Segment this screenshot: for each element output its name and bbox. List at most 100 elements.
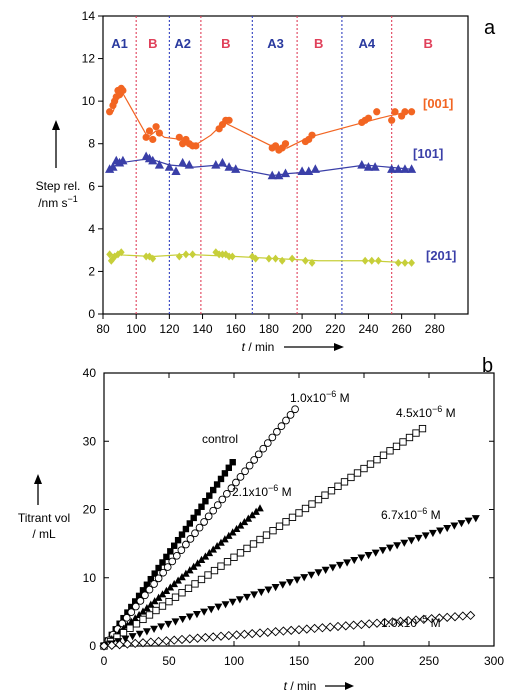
data-point-control [171,542,178,549]
data-point-6-7e-6 [393,542,402,550]
data-point-1-0e-5 [348,620,359,630]
data-point-4-5e-6 [132,620,141,628]
series-points-b [99,405,480,651]
data-point-1-0e-5 [247,628,257,639]
data-point-4-5e-6 [126,624,134,632]
data-point-4-5e-6 [308,500,316,508]
data-point-2-1e-6 [193,559,202,567]
data-point-6-7e-6 [350,556,359,565]
data-point-2-1e-6 [150,597,159,605]
data-point-101 [280,168,291,178]
data-point-201 [229,252,236,261]
data-point-4-5e-6 [171,593,180,601]
data-point-4-5e-6 [366,460,375,468]
data-point-1-0e-5 [403,615,413,626]
data-point-6-7e-6 [400,539,409,547]
data-point-201 [308,258,316,267]
data-point-6-7e-6 [157,623,166,631]
data-point-101 [224,162,234,171]
x-tick-label-a: 100 [126,322,146,336]
data-point-6-7e-6 [142,628,151,636]
data-point-6-7e-6 [307,571,316,579]
panel-label-a: a [484,17,496,39]
data-point-1-0e-6 [195,523,204,532]
data-point-4-5e-6 [321,491,329,499]
data-point-201 [222,250,230,259]
data-point-101 [184,160,194,169]
data-point-1-0e-5 [107,640,117,650]
data-point-4-5e-6 [262,531,271,539]
data-point-101 [164,162,174,171]
data-point-201 [149,254,157,263]
data-point-4-5e-6 [353,469,362,477]
data-point-1-0e-5 [99,641,109,651]
data-point-201 [401,258,409,267]
data-point-001 [149,135,157,144]
y-tick-label-a: 12 [82,52,96,66]
data-point-1-0e-6 [127,608,136,617]
data-point-001 [364,114,373,122]
segment-label: A3 [267,36,284,51]
data-point-201 [175,252,183,261]
data-point-001 [152,123,160,131]
y-axis-label-a: Step rel. /nm s−1 [36,120,80,210]
data-point-4-5e-6 [386,447,394,455]
data-point-201 [288,254,296,263]
x-tick-label-b: 300 [484,654,504,668]
data-point-control [229,459,236,466]
data-point-4-5e-6 [340,478,349,486]
data-point-1-0e-6 [186,535,195,543]
data-point-101 [393,164,403,173]
data-point-2-1e-6 [236,521,245,529]
segment-label: A2 [174,36,191,51]
data-point-001 [145,127,154,135]
data-point-2-1e-6 [225,531,233,539]
y-tick-label-a: 10 [82,94,96,108]
data-point-201 [117,248,125,257]
data-point-4-5e-6 [145,611,154,619]
data-point-2-1e-6 [182,569,190,577]
data-point-4-5e-6 [334,482,342,490]
data-point-4-5e-6 [243,544,251,553]
data-point-control [217,475,225,483]
data-point-201 [375,256,382,265]
data-point-1-0e-6 [227,484,236,493]
data-point-6-7e-6 [214,603,223,611]
data-point-control [163,553,170,561]
data-point-101 [154,160,165,169]
data-point-101 [357,160,367,169]
data-point-1-0e-5 [278,626,289,636]
series-label-b: 6.7x10−6 M [381,506,441,522]
series-label: [101] [413,146,443,161]
data-point-101 [400,164,410,173]
x-axis-label-b: t / min [284,679,354,693]
data-point-4-5e-6 [230,553,238,561]
data-point-201 [272,254,279,263]
data-point-1-0e-5 [208,632,218,642]
data-point-control [202,498,209,505]
data-point-1-0e-6 [259,444,268,453]
y-axis-label-b: Titrant vol / mL [18,474,70,541]
data-point-201 [106,250,114,259]
data-point-6-7e-6 [192,611,201,619]
data-point-1-0e-5 [146,637,156,647]
data-point-1-0e-5 [411,615,421,625]
x-tick-label-a: 140 [193,322,213,336]
data-point-2-1e-6 [131,614,139,622]
data-point-6-7e-6 [436,527,445,535]
series-label: [201] [426,248,456,263]
data-point-101 [231,164,241,173]
data-point-4-5e-6 [373,456,381,464]
segment-label: B [221,36,230,51]
series-labels-a: [001] [101] [201] [413,96,456,263]
x-tick-label-a: 280 [425,322,445,336]
data-point-1-0e-5 [255,628,265,638]
data-point-6-7e-6 [235,596,244,604]
data-point-2-1e-6 [147,600,155,608]
data-point-1-0e-5 [380,617,390,628]
data-point-1-0e-6 [241,467,249,476]
data-point-control [132,598,139,605]
data-point-1-0e-5 [458,611,468,621]
data-point-4-5e-6 [275,522,284,530]
data-point-1-0e-6 [263,439,272,447]
